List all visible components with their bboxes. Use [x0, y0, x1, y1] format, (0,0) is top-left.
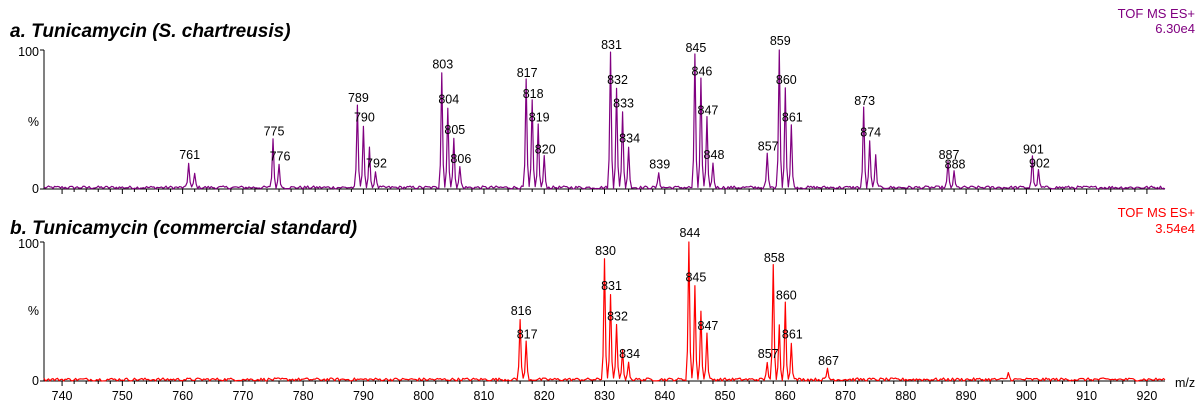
peak-label: 860	[776, 289, 797, 303]
peak-label: 833	[613, 97, 634, 111]
x-tick-label: 800	[413, 389, 434, 403]
peak-label: 888	[945, 158, 966, 172]
x-tick-label: 880	[895, 389, 916, 403]
peak-label: 844	[679, 226, 700, 240]
peak-label: 901	[1023, 142, 1044, 156]
peak-label: 831	[601, 279, 622, 293]
peak-label: 830	[595, 244, 616, 258]
peak-label: 775	[264, 124, 285, 138]
peak-label: 817	[517, 66, 538, 80]
peak-label: 861	[782, 110, 803, 124]
x-axis-ticks: 740 750 760 770 780 790 800 810 820 830 840 850 860 8…	[52, 389, 1158, 403]
panel-b-y-tick-top: 100	[18, 237, 39, 251]
peak-label: 857	[758, 140, 779, 154]
peak-label: 804	[438, 92, 459, 106]
x-tick-label: 750	[112, 389, 133, 403]
x-tick-label: 850	[715, 389, 736, 403]
peak-label: 820	[535, 142, 556, 156]
panel-b-y-label: %	[28, 304, 39, 318]
peak-label: 839	[649, 158, 670, 172]
peak-label: 874	[860, 126, 881, 140]
peak-label: 846	[692, 65, 713, 79]
panel-b-y-tick-bottom: 0	[32, 374, 39, 388]
panel-b-peak-labels: 816 817 830 831 832 834 844 845 847 857 858 860 861 8…	[511, 226, 839, 368]
x-tick-label: 770	[232, 389, 253, 403]
peak-label: 867	[818, 354, 839, 368]
peak-label: 831	[601, 38, 622, 52]
x-tick-label: 860	[775, 389, 796, 403]
peak-label: 816	[511, 304, 532, 318]
peak-label: 792	[366, 156, 387, 170]
x-tick-label: 780	[293, 389, 314, 403]
panel-a-y-label: %	[28, 115, 39, 129]
panel-b-instrument-label: TOF MS ES+	[1118, 205, 1195, 220]
peak-label: 848	[704, 148, 725, 162]
x-tick-label: 870	[835, 389, 856, 403]
x-tick-label: 760	[172, 389, 193, 403]
peak-label: 902	[1029, 156, 1050, 170]
spectrum-panel-b: b. Tunicamycin (commercial standard) TOF…	[10, 205, 1195, 403]
peak-label: 803	[432, 58, 453, 72]
panel-b-intensity-label: 3.54e4	[1155, 221, 1195, 236]
panel-a-peak-labels: 761 775 776 789 790 792 803 804 805 806 817 818 819 8…	[179, 34, 1050, 172]
peak-label: 834	[619, 131, 640, 145]
peak-label: 818	[523, 87, 544, 101]
peak-label: 776	[270, 149, 291, 163]
x-tick-label: 840	[654, 389, 675, 403]
x-tick-label: 890	[956, 389, 977, 403]
x-tick-label: 910	[1076, 389, 1097, 403]
peak-label: 859	[770, 34, 791, 48]
peak-label: 887	[939, 148, 960, 162]
peak-label: 845	[685, 270, 706, 284]
peak-label: 860	[776, 73, 797, 87]
peak-label: 832	[607, 309, 628, 323]
peak-label: 845	[685, 41, 706, 55]
peak-label: 819	[529, 110, 550, 124]
panel-b-spectrum-trace	[43, 241, 1166, 382]
peak-label: 873	[854, 94, 875, 108]
x-axis-label: m/z	[1175, 376, 1195, 390]
panel-a-title: a. Tunicamycin (S. chartreusis)	[10, 21, 291, 42]
peak-label: 817	[517, 327, 538, 341]
peak-label: 790	[354, 110, 375, 124]
x-tick-label: 810	[474, 389, 495, 403]
panel-a-axes	[40, 49, 1165, 194]
peak-label: 789	[348, 91, 369, 105]
spectrum-panel-a: a. Tunicamycin (S. chartreusis) TOF MS E…	[10, 6, 1195, 196]
panel-a-instrument-label: TOF MS ES+	[1118, 6, 1195, 21]
x-tick-label: 740	[52, 389, 73, 403]
panel-b-axes	[40, 241, 1165, 386]
peak-label: 806	[450, 152, 471, 166]
peak-label: 832	[607, 73, 628, 87]
panel-a-y-tick-top: 100	[18, 45, 39, 59]
panel-a-spectrum-trace	[43, 49, 1166, 190]
panel-b-title: b. Tunicamycin (commercial standard)	[10, 218, 357, 239]
peak-label: 857	[758, 347, 779, 361]
peak-label: 761	[179, 148, 200, 162]
panel-a-intensity-label: 6.30e4	[1155, 21, 1195, 36]
peak-label: 847	[698, 319, 719, 333]
peak-label: 834	[619, 347, 640, 361]
panel-a-y-tick-bottom: 0	[32, 182, 39, 196]
x-tick-label: 830	[594, 389, 615, 403]
peak-label: 805	[444, 123, 465, 137]
x-tick-label: 900	[1016, 389, 1037, 403]
peak-label: 858	[764, 251, 785, 265]
x-tick-label: 790	[353, 389, 374, 403]
peak-label: 847	[698, 104, 719, 118]
x-tick-label: 820	[534, 389, 555, 403]
x-tick-label: 920	[1136, 389, 1157, 403]
peak-label: 861	[782, 327, 803, 341]
